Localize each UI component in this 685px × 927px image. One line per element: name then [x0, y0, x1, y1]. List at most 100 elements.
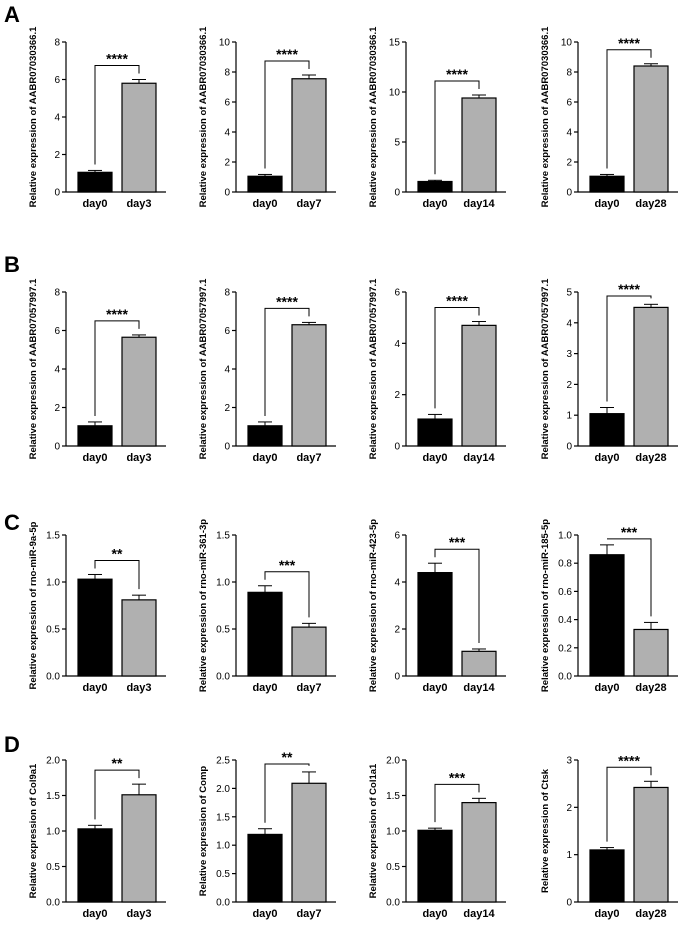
chart-b4: Relative expression of AABR07057997.1 0 1 2…	[540, 278, 678, 464]
chart-a2-ytick-label-4: 8	[224, 68, 230, 79]
chart-d2-ytick-label-1: 0.5	[216, 869, 230, 880]
chart-c3-ytick-label-3: 6	[394, 531, 400, 542]
chart-c2-significance-bracket	[264, 571, 310, 618]
chart-c4-category-day28: day28	[635, 682, 666, 694]
chart-c4-ylabel: Relative expression of rno-miR-185-5p	[540, 519, 551, 692]
chart-b1-bar-day0	[77, 425, 113, 447]
chart-a3-significance-label: ****	[446, 66, 468, 82]
chart-d2-ytick-label-3: 1.5	[216, 812, 230, 823]
chart-d1-ytick-label-3: 1.5	[46, 791, 60, 802]
chart-d4-category-day0: day0	[594, 908, 619, 920]
chart-c4-category-day0: day0	[594, 682, 619, 694]
chart-b1-ytick-label-2: 4	[54, 365, 60, 376]
chart-d2-ytick-label-5: 2.5	[216, 756, 230, 767]
chart-a1-ytick-label-0: 0	[54, 188, 60, 199]
chart-a1-bar-day3	[121, 82, 157, 193]
chart-d2-significance-label: **	[282, 749, 293, 765]
chart-c4-significance-label: ***	[621, 524, 638, 540]
chart-a1-ytick-label-4: 8	[54, 38, 60, 49]
chart-c2-significance-label: ***	[279, 557, 296, 573]
chart-b2-bar-day7	[291, 324, 327, 447]
chart-c3: Relative expression of rno-miR-423-5p 0 2 4…	[368, 519, 506, 694]
chart-c3-significance-bracket	[434, 548, 480, 643]
chart-c1-significance-bracket	[94, 559, 140, 590]
chart-b2: Relative expression of AABR07057997.1 0 2 4…	[198, 278, 336, 464]
chart-d1-significance-bracket	[94, 769, 140, 820]
chart-c2-bar-day0	[247, 591, 283, 677]
chart-d3-ytick-label-2: 1.0	[386, 827, 400, 838]
chart-b2-ytick-label-0: 0	[224, 442, 230, 453]
chart-b3-bar-day0	[417, 418, 453, 447]
chart-b1-category-day3: day3	[126, 452, 151, 464]
chart-a3-category-day0: day0	[422, 198, 447, 210]
chart-c3-bar-day0	[417, 571, 453, 677]
chart-d1-category-day0: day0	[82, 908, 107, 920]
chart-d2: Relative expression of Comp 0.0 0.5 1.0 1.5 2…	[198, 749, 336, 920]
chart-b3-category-day14: day14	[463, 452, 495, 464]
chart-d2-ytick-label-2: 1.0	[216, 841, 230, 852]
chart-c2-ytick-label-0: 0.0	[216, 672, 230, 683]
chart-c4-ytick-label-2: 0.4	[558, 615, 572, 626]
chart-b3-category-day0: day0	[422, 452, 447, 464]
chart-d1: Relative expression of Col9a1 0.0 0.5 1.0 1.…	[28, 755, 166, 920]
chart-c1-bar-day0	[77, 578, 113, 677]
chart-c3-ylabel: Relative expression of rno-miR-423-5p	[368, 519, 379, 692]
chart-a1-ytick-label-3: 6	[54, 75, 60, 86]
chart-b2-ylabel: Relative expression of AABR07057997.1	[198, 278, 209, 459]
chart-c1: Relative expression of rno-miR-9a-5p 0.0 0…	[28, 521, 166, 694]
chart-c2: Relative expression of rno-miR-361-3p 0.0…	[198, 519, 336, 694]
chart-a3: Relative expression of AABR07030366.1 0 5 1…	[368, 26, 506, 210]
chart-d4-ytick-label-1: 1	[566, 850, 572, 861]
chart-d4-significance-label: ****	[618, 752, 640, 768]
chart-b2-category-day0: day0	[252, 452, 277, 464]
chart-d4: Relative expression of Ctsk 0 1 2 3 day0 day28…	[540, 752, 678, 920]
chart-b2-ytick-label-3: 6	[224, 326, 230, 337]
chart-a1-ytick-label-1: 2	[54, 150, 60, 161]
chart-a4-significance-label: ****	[618, 35, 640, 51]
panel-letter-a: A	[4, 2, 20, 27]
panel-letter-b: B	[4, 252, 20, 277]
chart-b4-ytick-label-2: 2	[566, 380, 572, 391]
chart-c2-ytick-label-3: 1.5	[216, 531, 230, 542]
chart-b3-significance-label: ****	[446, 293, 468, 309]
chart-c3-ytick-label-1: 2	[394, 625, 400, 636]
chart-a4-ytick-label-5: 10	[561, 38, 573, 49]
chart-d2-bar-day7	[291, 782, 327, 903]
chart-c1-ytick-label-3: 1.5	[46, 531, 60, 542]
chart-d4-ytick-label-0: 0	[566, 898, 572, 909]
chart-b2-significance-bracket	[264, 307, 310, 416]
chart-a1-ylabel: Relative expression of AABR07030366.1	[28, 26, 39, 207]
chart-d1-ytick-label-1: 0.5	[46, 862, 60, 873]
chart-b3-bar-day14	[461, 324, 497, 447]
chart-c4-bar-day0	[589, 554, 625, 677]
chart-b2-ytick-label-1: 2	[224, 403, 230, 414]
chart-b3-ytick-label-1: 2	[394, 390, 400, 401]
chart-b3-ytick-label-3: 6	[394, 288, 400, 299]
chart-a3-ytick-label-0: 0	[394, 188, 400, 199]
chart-a3-category-day14: day14	[463, 198, 495, 210]
chart-b1-ytick-label-0: 0	[54, 442, 60, 453]
chart-a2-category-day0: day0	[252, 198, 277, 210]
chart-d4-bar-day28	[633, 786, 669, 903]
charts-layer: Relative expression of AABR07030366.1 0 2 4…	[28, 26, 678, 920]
panel-letter-d: D	[4, 732, 20, 757]
chart-a3-bar-day0	[417, 180, 453, 193]
chart-a2-ytick-label-3: 6	[224, 98, 230, 109]
chart-c4-ytick-label-1: 0.2	[558, 643, 572, 654]
chart-a2-ytick-label-2: 4	[224, 128, 230, 139]
chart-a4-category-day0: day0	[594, 198, 619, 210]
chart-c2-ylabel: Relative expression of rno-miR-361-3p	[198, 519, 209, 692]
chart-a1: Relative expression of AABR07030366.1 0 2 4…	[28, 26, 166, 210]
chart-b4-ytick-label-1: 1	[566, 411, 572, 422]
chart-d3-bar-day14	[461, 801, 497, 903]
chart-c2-category-day7: day7	[296, 682, 321, 694]
chart-d2-category-day7: day7	[296, 908, 321, 920]
chart-a4-bar-day0	[589, 175, 625, 193]
chart-d2-ylabel: Relative expression of Comp	[198, 766, 209, 897]
chart-b4-ylabel: Relative expression of AABR07057997.1	[540, 278, 551, 459]
chart-d1-ytick-label-0: 0.0	[46, 898, 60, 909]
chart-c4-ytick-label-0: 0.0	[558, 672, 572, 683]
chart-b2-ytick-label-2: 4	[224, 365, 230, 376]
chart-a2: Relative expression of AABR07030366.1 0 2 4…	[198, 26, 336, 210]
chart-d4-category-day28: day28	[635, 908, 666, 920]
